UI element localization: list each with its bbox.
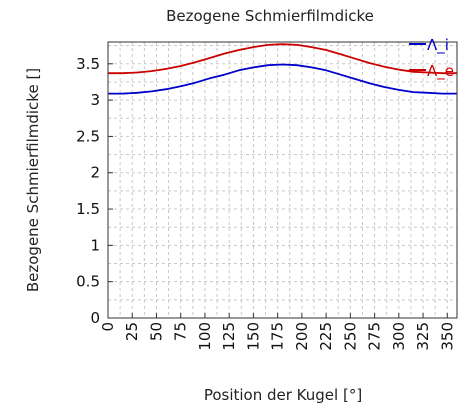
x-tick-label: 225 <box>317 322 335 351</box>
y-tick-label: 3.5 <box>76 55 100 73</box>
x-tick-label: 275 <box>366 322 384 351</box>
plot-frame <box>107 41 458 319</box>
y-tick-label: 3 <box>90 91 100 109</box>
x-tick-label: 100 <box>196 322 214 351</box>
y-tick-label: 0 <box>90 309 100 327</box>
x-tick-label: 175 <box>269 322 287 351</box>
x-tick-label: 75 <box>172 322 190 341</box>
y-tick-label: 2 <box>90 164 100 182</box>
x-tick-label: 125 <box>220 322 238 351</box>
x-tick-label: 350 <box>438 322 456 351</box>
series-lines <box>108 43 457 95</box>
y-tick-label: 1 <box>90 236 100 254</box>
x-tick-label: 325 <box>414 322 432 351</box>
y-tick-label: 0.5 <box>76 273 100 291</box>
x-tick-label: 50 <box>147 322 165 341</box>
legend-label-lambda-i: Λ_i <box>427 36 449 55</box>
x-axis-label: Position der Kugel [°] <box>204 386 362 404</box>
x-tick-label: 0 <box>99 322 117 332</box>
legend: Λ_i Λ_e <box>409 36 454 81</box>
chart-title: Bezogene Schmierfilmdicke <box>166 7 374 25</box>
grid <box>107 42 457 319</box>
axis-ticks: 0 25 50 75 100 125 150 175 200 225 250 275 300 325 350… <box>76 55 456 351</box>
series-line-lambda-e <box>108 43 457 75</box>
series-line-lambda-i <box>108 63 457 95</box>
y-axis-label: Bezogene Schmierfilmdicke [] <box>24 68 42 292</box>
x-tick-label: 25 <box>123 322 141 341</box>
x-tick-label: 150 <box>244 322 262 351</box>
x-tick-label: 200 <box>293 322 311 351</box>
x-tick-label: 250 <box>341 322 359 351</box>
y-tick-label: 1.5 <box>76 200 100 218</box>
y-tick-label: 2.5 <box>76 127 100 145</box>
x-tick-label: 300 <box>390 322 408 351</box>
legend-label-lambda-e: Λ_e <box>427 62 454 81</box>
